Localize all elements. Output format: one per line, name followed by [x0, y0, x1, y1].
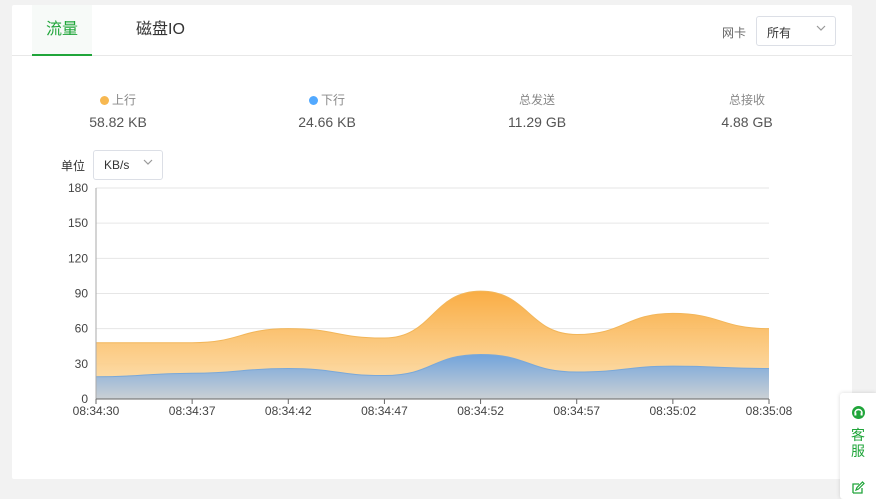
chart-areas	[95, 290, 770, 399]
traffic-panel: 流量 磁盘IO 网卡 所有 上行 58.82 KB 下行 24.66 KB 总发…	[12, 5, 852, 479]
upload-area-line	[95, 290, 770, 344]
download-area	[96, 354, 769, 399]
x-tick-label: 08:34:42	[265, 404, 312, 418]
y-tick-label: 90	[75, 287, 89, 301]
tab-active-underline	[32, 54, 92, 56]
chart-grid	[96, 187, 769, 400]
stat-total-received-label: 总接收	[728, 93, 765, 107]
chevron-down-icon	[143, 159, 153, 165]
upload-dot-icon	[99, 96, 109, 105]
nic-select-value: 所有	[767, 26, 792, 40]
stat-download: 下行 24.66 KB	[257, 91, 397, 130]
y-tick-label: 30	[75, 357, 89, 371]
stat-total-sent-label: 总发送	[518, 93, 555, 107]
chevron-down-icon	[816, 25, 826, 31]
tab-disk-io-label: 磁盘IO	[136, 21, 185, 38]
x-tick-label: 08:35:08	[746, 404, 793, 418]
headset-icon[interactable]	[851, 405, 866, 420]
x-tick-label: 08:34:37	[169, 404, 216, 418]
stat-total-received-value: 4.88 GB	[721, 114, 773, 130]
y-tick-label: 120	[68, 251, 88, 265]
x-tick-label: 08:34:52	[457, 404, 504, 418]
tab-bar: 流量 磁盘IO 网卡 所有	[12, 5, 852, 56]
unit-label: 单位	[61, 159, 86, 173]
stat-download-value: 24.66 KB	[298, 114, 356, 130]
unit-select-value: KB/s	[104, 158, 130, 172]
stat-upload-value: 58.82 KB	[89, 114, 147, 130]
stat-total-sent: 总发送 11.29 GB	[467, 91, 607, 130]
support-label[interactable]: 客服	[851, 427, 865, 459]
y-tick-label: 0	[81, 392, 88, 406]
x-tick-label: 08:34:30	[73, 404, 120, 418]
tab-disk-io[interactable]: 磁盘IO	[136, 5, 185, 55]
y-tick-label: 180	[68, 181, 88, 195]
stat-upload: 上行 58.82 KB	[48, 91, 188, 130]
nic-select[interactable]: 所有	[756, 16, 836, 46]
y-tick-label: 150	[68, 216, 88, 230]
tab-traffic-label: 流量	[45, 21, 78, 38]
x-tick-label: 08:34:57	[553, 404, 600, 418]
stat-upload-label: 上行	[111, 93, 136, 107]
chart-axes: 0 30 60 90 120 150 180 08:34:30 08:34:37 08:34:42…	[68, 181, 793, 418]
unit-select[interactable]: KB/s	[93, 150, 163, 180]
x-tick-label: 08:35:02	[649, 404, 696, 418]
y-tick-label: 60	[75, 322, 89, 336]
edit-icon[interactable]	[851, 481, 865, 495]
stat-total-sent-value: 11.29 GB	[507, 114, 567, 130]
side-toolbar: 客服	[840, 393, 876, 499]
nic-label: 网卡	[722, 26, 747, 40]
stat-download-label: 下行	[320, 93, 345, 107]
stat-total-received: 总接收 4.88 GB	[677, 91, 817, 130]
download-area-line	[95, 353, 770, 378]
x-tick-label: 08:34:47	[361, 404, 408, 418]
tab-traffic[interactable]: 流量	[32, 5, 92, 56]
download-dot-icon	[308, 96, 318, 105]
